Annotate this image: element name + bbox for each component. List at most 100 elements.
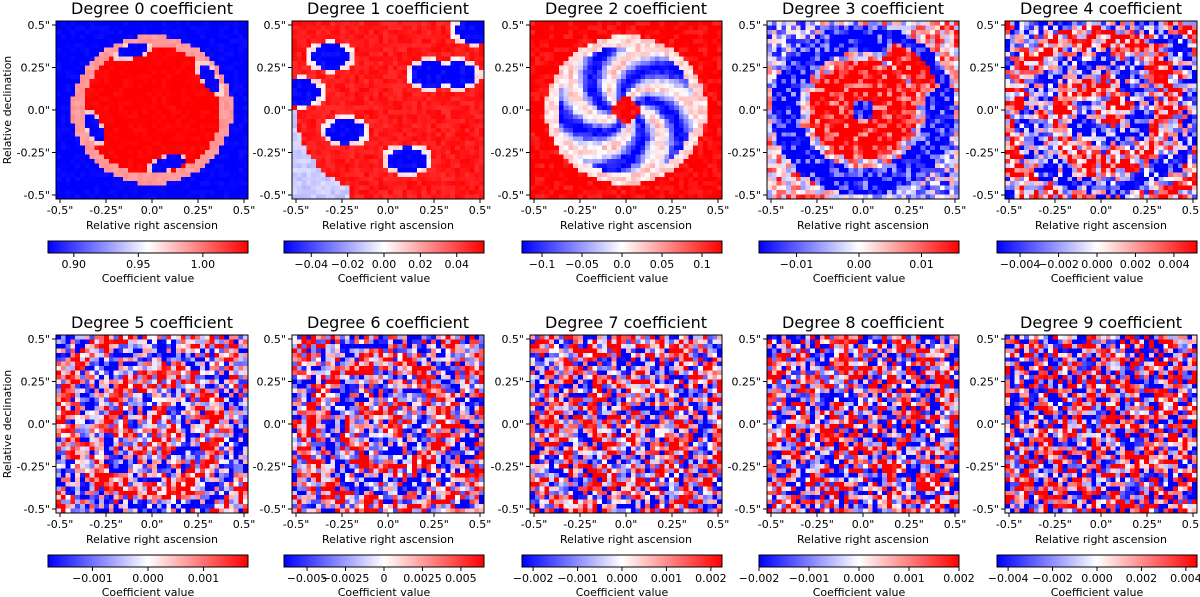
heatmap-cell: [94, 141, 100, 146]
heatmap-cell: [402, 34, 408, 40]
heatmap-cell: [450, 123, 456, 129]
heatmap-cell: [180, 101, 186, 106]
heatmap-cell: [128, 176, 134, 182]
heatmap-cell: [436, 123, 442, 129]
heatmap-cell: [128, 181, 134, 187]
heatmap-cell: [611, 163, 617, 169]
heatmap-cell: [292, 114, 298, 120]
heatmap-cell: [392, 83, 398, 89]
heatmap-cell: [219, 83, 225, 89]
heatmap-cell: [330, 87, 336, 93]
heatmap-cell: [137, 150, 143, 155]
heatmap-cell: [214, 78, 220, 84]
heatmap-cell: [219, 25, 225, 31]
heatmap-cell: [214, 83, 220, 89]
heatmap-cell: [621, 136, 627, 142]
heatmap-cell: [228, 190, 234, 195]
heatmap-cell: [320, 101, 326, 106]
heatmap-cell: [156, 158, 162, 164]
heatmap-cell: [450, 150, 456, 155]
heatmap-cell: [479, 167, 485, 173]
heatmap-cell: [645, 105, 651, 111]
heatmap-cell: [563, 118, 569, 124]
heatmap-cell: [132, 29, 138, 35]
heatmap-cell: [89, 38, 95, 44]
heatmap-cell: [915, 21, 921, 26]
heatmap-cell: [354, 110, 360, 115]
heatmap-cell: [156, 96, 162, 102]
heatmap-cell: [340, 29, 346, 35]
heatmap-cell: [621, 150, 627, 155]
heatmap-cell: [108, 96, 114, 102]
heatmap-cell: [436, 172, 442, 178]
heatmap-cell: [80, 176, 86, 182]
heatmap-cell: [712, 87, 718, 93]
heatmap-cell: [630, 69, 636, 75]
heatmap-cell: [539, 43, 545, 49]
heatmap-cell: [378, 158, 384, 164]
heatmap-cell: [469, 61, 475, 66]
heatmap-cell: [185, 87, 191, 93]
heatmap-cell: [368, 185, 374, 191]
heatmap-cell: [678, 96, 684, 102]
heatmap-cell: [698, 38, 704, 44]
heatmap-cell: [238, 56, 244, 62]
heatmap-cell: [388, 154, 394, 160]
heatmap-cell: [180, 78, 186, 84]
heatmap-cell: [450, 176, 456, 182]
heatmap-cell: [635, 92, 641, 98]
heatmap-cell: [606, 167, 612, 173]
heatmap-cell: [397, 25, 403, 31]
heatmap-cell: [597, 61, 603, 66]
heatmap-cell: [407, 118, 413, 124]
heatmap-cell: [592, 69, 598, 75]
heatmap-cell: [75, 21, 81, 26]
heatmap-cell: [436, 141, 442, 146]
heatmap-cell: [238, 96, 244, 102]
heatmap-cell: [659, 185, 665, 191]
heatmap-cell: [306, 78, 312, 84]
heatmap-cell: [573, 123, 579, 129]
heatmap-cell: [388, 110, 394, 115]
heatmap-cell: [200, 176, 206, 182]
heatmap-cell: [306, 118, 312, 124]
heatmap-cell: [204, 127, 210, 133]
heatmap-cell: [378, 114, 384, 120]
heatmap-cell: [664, 101, 670, 106]
heatmap-cell: [330, 150, 336, 155]
heatmap-cell: [455, 110, 461, 115]
heatmap-cell: [306, 29, 312, 35]
heatmap-cell: [445, 65, 451, 71]
heatmap-cell: [479, 56, 485, 62]
heatmap-cell: [440, 176, 446, 182]
heatmap-cell: [606, 34, 612, 40]
heatmap-cell: [563, 181, 569, 187]
heatmap-cell: [75, 105, 81, 111]
heatmap-cell: [693, 158, 699, 164]
heatmap-cell: [316, 47, 322, 53]
heatmap-cell: [563, 154, 569, 160]
heatmap-cell: [292, 74, 298, 80]
heatmap-cell: [311, 123, 317, 129]
heatmap-cell: [698, 69, 704, 75]
heatmap-cell: [587, 101, 593, 106]
heatmap-cell: [388, 194, 394, 200]
heatmap-cell: [693, 190, 699, 195]
heatmap-cell: [195, 141, 201, 146]
heatmap-cell: [311, 47, 317, 53]
heatmap-cell: [171, 114, 177, 120]
heatmap-cell: [99, 61, 105, 66]
heatmap-cell: [469, 38, 475, 44]
heatmap-cell: [445, 110, 451, 115]
heatmap-cell: [113, 176, 119, 182]
heatmap-cell: [592, 150, 598, 155]
heatmap-cell: [75, 190, 81, 195]
heatmap-cell: [464, 56, 470, 62]
heatmap-cell: [455, 25, 461, 31]
heatmap-cell: [683, 136, 689, 142]
heatmap-cell: [606, 176, 612, 182]
heatmap-cell: [882, 25, 888, 31]
heatmap-cell: [843, 25, 849, 31]
heatmap-cell: [238, 114, 244, 120]
heatmap-cell: [325, 92, 331, 98]
